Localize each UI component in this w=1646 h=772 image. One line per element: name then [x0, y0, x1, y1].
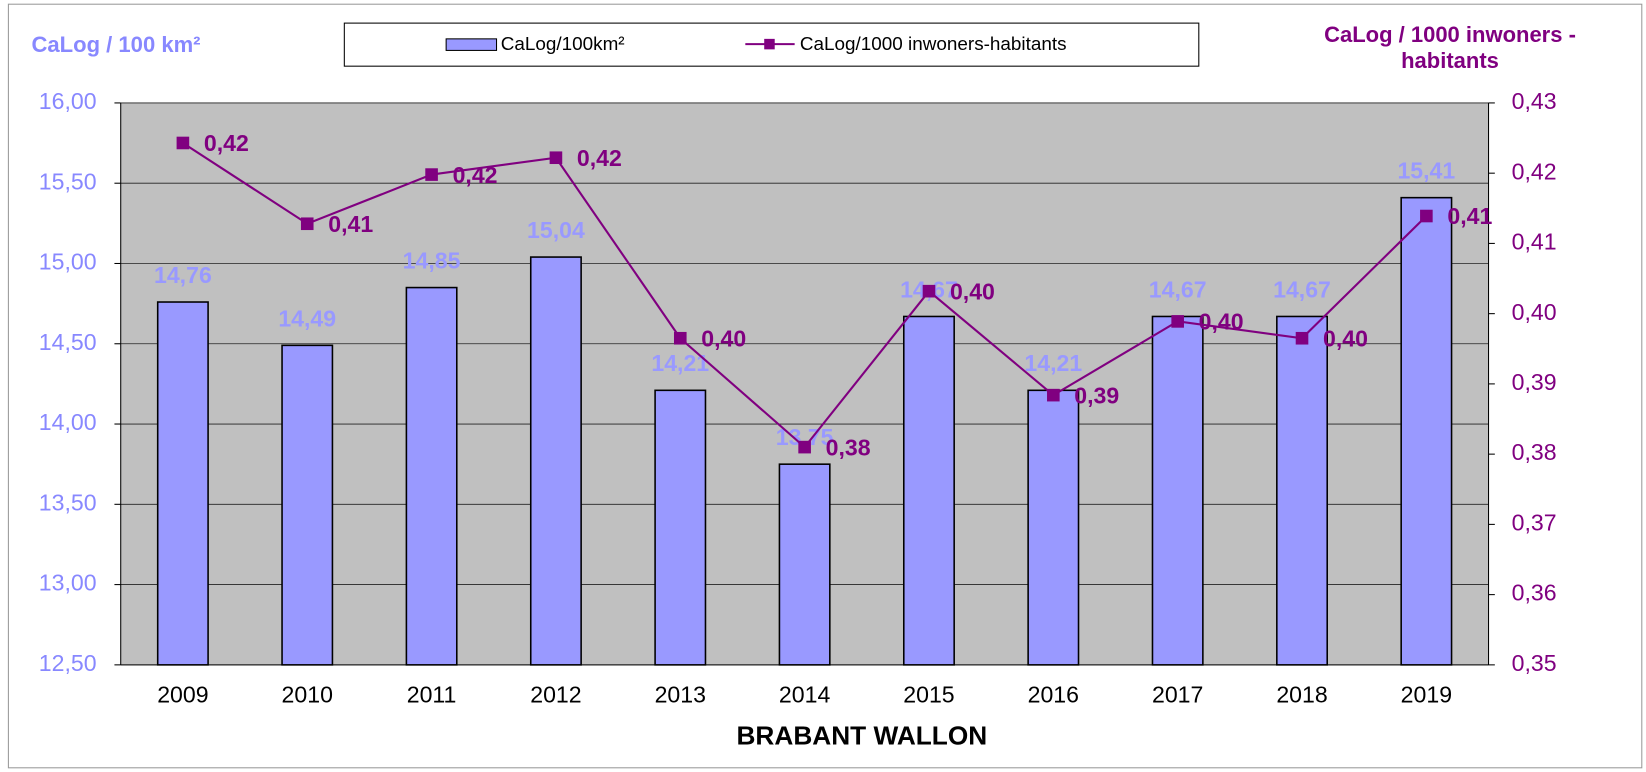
bar-value-label: 14,49 [278, 305, 336, 331]
y2-tick-label: 0,37 [1512, 509, 1557, 535]
line-marker [1171, 315, 1184, 328]
bar [281, 344, 334, 666]
bar-value-label: 14,67 [1273, 276, 1331, 302]
y-tick-label: 16,00 [39, 88, 97, 114]
line-value-label: 0,39 [1074, 382, 1119, 408]
line-marker [922, 284, 936, 298]
bar [654, 389, 707, 666]
y2-tick-label: 0,38 [1512, 439, 1557, 465]
line-marker [176, 136, 190, 150]
y-axis-title: CaLog / 100 km² [31, 32, 200, 57]
legend-label: CaLog/100km² [501, 34, 625, 55]
y-tick-label: 15,00 [39, 249, 97, 275]
line-value-label: 0,38 [826, 434, 871, 460]
bar-value-label: 14,21 [651, 350, 709, 376]
y-tick-label: 12,50 [39, 650, 97, 676]
line-marker [798, 440, 811, 454]
line-marker [300, 217, 314, 231]
bar-value-label: 14,67 [1149, 276, 1207, 302]
x-tick-label: 2010 [282, 681, 333, 707]
line-value-label: 0,42 [577, 145, 622, 171]
bar [529, 256, 582, 666]
line-value-label: 0,42 [204, 130, 249, 156]
y2-axis-title: CaLog / 1000 inwoners - habitants [1324, 22, 1576, 73]
y-tick-label: 14,00 [39, 409, 97, 435]
x-tick-label: 2017 [1152, 681, 1203, 707]
y-tick-label: 14,50 [39, 329, 97, 355]
line-value-label: 0,42 [453, 162, 498, 188]
bar [1151, 315, 1204, 666]
x-tick-label: 2014 [779, 681, 831, 707]
x-tick-label: 2016 [1028, 681, 1079, 707]
bar-value-label: 14,21 [1024, 350, 1082, 376]
line-marker [673, 331, 687, 345]
x-tick-label: 2009 [157, 681, 208, 707]
y-tick-label: 13,00 [39, 570, 97, 596]
y2-tick-label: 0,39 [1512, 369, 1557, 395]
y-tick-label: 15,50 [39, 168, 97, 194]
legend-swatch-marker [764, 38, 775, 50]
line-value-label: 0,40 [701, 325, 746, 351]
y2-tick-label: 0,36 [1512, 580, 1557, 606]
line-marker [1420, 209, 1433, 223]
bar [1400, 196, 1453, 666]
bar [1276, 315, 1328, 666]
bar [405, 286, 458, 666]
line-value-label: 0,40 [950, 278, 995, 304]
x-tick-label: 2012 [530, 681, 581, 707]
y2-tick-label: 0,43 [1512, 88, 1557, 114]
bar-value-label: 15,04 [527, 217, 585, 243]
bar-value-label: 14,85 [403, 247, 461, 273]
bar [1027, 389, 1080, 666]
line-marker [1047, 388, 1060, 402]
line-marker [425, 168, 438, 181]
x-tick-label: 2011 [407, 681, 457, 707]
y2-tick-label: 0,40 [1512, 299, 1557, 325]
y2-tick-label: 0,35 [1512, 650, 1557, 676]
bar [156, 301, 209, 666]
legend-swatch [445, 38, 498, 51]
line-value-label: 0,40 [1323, 325, 1368, 351]
legend-label: CaLog/1000 inwoners-habitants [800, 34, 1067, 55]
line-value-label: 0,40 [1199, 309, 1244, 335]
bar [778, 463, 831, 666]
x-tick-label: 2013 [655, 681, 706, 707]
bar-value-label: 14,76 [154, 262, 212, 288]
line-marker [549, 151, 563, 165]
bar-value-label: 15,41 [1397, 158, 1455, 184]
x-tick-label: 2019 [1401, 681, 1452, 707]
y2-tick-label: 0,42 [1512, 158, 1557, 184]
bar [902, 315, 955, 666]
x-axis-title: BRABANT WALLON [736, 720, 987, 750]
x-tick-label: 2018 [1276, 681, 1327, 707]
x-tick-label: 2015 [903, 681, 954, 707]
line-value-label: 0,41 [328, 211, 373, 237]
y2-tick-label: 0,41 [1512, 229, 1557, 255]
y-tick-label: 13,50 [39, 489, 97, 515]
line-marker [1295, 331, 1309, 345]
line-value-label: 0,41 [1447, 203, 1492, 229]
